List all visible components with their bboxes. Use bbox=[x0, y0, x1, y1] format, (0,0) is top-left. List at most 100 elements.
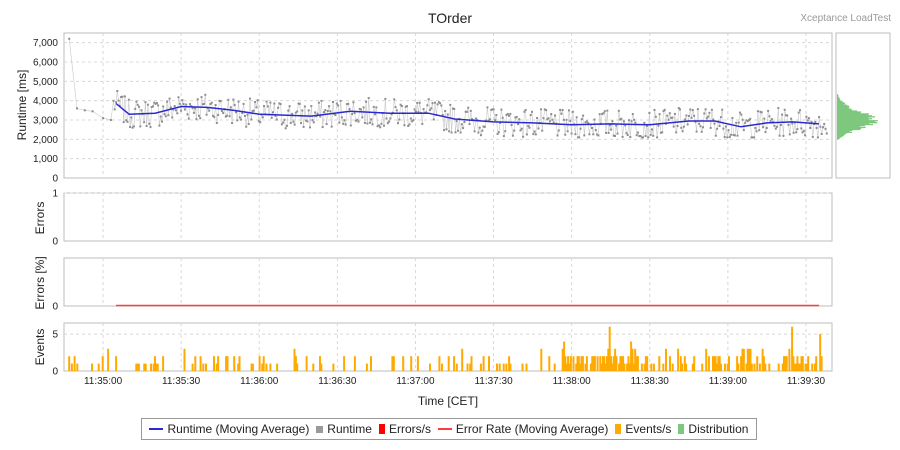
runtime-point bbox=[263, 105, 265, 108]
runtime-point bbox=[414, 110, 417, 113]
runtime-point bbox=[338, 121, 341, 124]
distribution-bar bbox=[837, 96, 840, 99]
runtime-point bbox=[754, 126, 757, 129]
event-bar bbox=[101, 356, 104, 371]
runtime-point bbox=[492, 108, 495, 111]
runtime-point bbox=[774, 127, 777, 130]
runtime-point bbox=[557, 129, 560, 132]
runtime-point bbox=[365, 100, 368, 103]
runtime-point bbox=[363, 121, 366, 124]
runtime-point bbox=[473, 130, 476, 133]
runtime-point bbox=[612, 134, 615, 137]
event-bar bbox=[788, 348, 791, 371]
events-y-tick-label: 0 bbox=[52, 367, 58, 378]
runtime-point bbox=[417, 111, 420, 114]
event-bar bbox=[73, 356, 76, 371]
runtime-point bbox=[218, 99, 221, 102]
runtime-point bbox=[804, 134, 807, 137]
x-tick-label: 11:37:00 bbox=[396, 376, 435, 387]
legend-item-runtime-moving-average[interactable]: Runtime (Moving Average) bbox=[149, 422, 309, 436]
runtime-point bbox=[598, 113, 601, 116]
runtime-point bbox=[372, 105, 375, 108]
runtime-point bbox=[726, 136, 729, 139]
event-bar bbox=[365, 363, 368, 371]
runtime-point bbox=[476, 118, 479, 121]
distribution-bar bbox=[837, 94, 839, 97]
legend-item-errors-per-second[interactable]: Errors/s bbox=[378, 422, 431, 436]
event-bar bbox=[801, 356, 804, 371]
runtime-point bbox=[209, 103, 212, 105]
runtime-point bbox=[486, 106, 489, 109]
runtime-point bbox=[317, 101, 320, 104]
runtime-point bbox=[713, 122, 716, 125]
runtime-point bbox=[131, 126, 134, 129]
legend-item-events-per-second[interactable]: Events/s bbox=[615, 422, 671, 436]
runtime-point bbox=[148, 122, 151, 125]
event-bar bbox=[712, 356, 714, 371]
runtime-point bbox=[525, 133, 528, 136]
event-bar bbox=[746, 348, 749, 371]
event-bar bbox=[796, 356, 799, 371]
event-bar bbox=[312, 363, 315, 371]
event-bar bbox=[607, 348, 610, 371]
event-bar bbox=[750, 363, 753, 371]
runtime-point bbox=[732, 134, 735, 136]
legend-item-error-rate[interactable]: Error Rate (Moving Average) bbox=[437, 422, 608, 436]
event-bar bbox=[745, 363, 748, 371]
runtime-y-tick-label: 4,000 bbox=[33, 96, 58, 107]
runtime-point bbox=[477, 131, 480, 134]
runtime-point bbox=[524, 109, 527, 111]
event-bar bbox=[804, 363, 807, 371]
runtime-point bbox=[257, 120, 260, 123]
runtime-point bbox=[733, 134, 736, 137]
distribution-bar bbox=[837, 95, 839, 98]
runtime-point bbox=[120, 96, 123, 98]
event-bar bbox=[768, 363, 771, 371]
runtime-point bbox=[139, 125, 142, 128]
runtime-point bbox=[464, 110, 467, 113]
runtime-point bbox=[651, 128, 653, 131]
runtime-point bbox=[159, 115, 162, 118]
runtime-y-tick-label: 5,000 bbox=[33, 77, 58, 88]
runtime-point bbox=[689, 108, 692, 111]
runtime-point bbox=[809, 127, 812, 129]
runtime-point bbox=[247, 123, 250, 125]
distribution-bar bbox=[837, 106, 850, 108]
legend-item-distribution[interactable]: Distribution bbox=[678, 422, 748, 436]
runtime-point bbox=[449, 103, 452, 106]
runtime-point bbox=[769, 120, 772, 123]
legend-item-runtime[interactable]: Runtime bbox=[316, 422, 372, 436]
runtime-point bbox=[768, 115, 771, 118]
event-bar bbox=[521, 363, 524, 371]
runtime-point bbox=[332, 101, 334, 103]
runtime-point bbox=[666, 114, 669, 117]
runtime-point bbox=[811, 135, 814, 138]
event-bar bbox=[665, 348, 667, 371]
event-bar bbox=[567, 356, 570, 371]
runtime-point bbox=[436, 103, 439, 106]
event-bar bbox=[353, 356, 356, 371]
runtime-point bbox=[514, 116, 517, 119]
event-bar bbox=[671, 363, 674, 371]
runtime-point bbox=[790, 117, 793, 120]
runtime-point bbox=[795, 131, 798, 134]
event-bar bbox=[718, 356, 721, 371]
runtime-point bbox=[652, 134, 655, 137]
event-bar bbox=[622, 356, 625, 371]
runtime-point bbox=[741, 118, 744, 121]
runtime-point bbox=[802, 129, 805, 132]
runtime-point bbox=[377, 124, 380, 127]
runtime-point bbox=[649, 133, 652, 136]
runtime-point bbox=[630, 120, 633, 123]
event-bar bbox=[540, 348, 543, 371]
runtime-point bbox=[545, 109, 548, 112]
runtime-point bbox=[685, 114, 688, 117]
runtime-point bbox=[667, 118, 670, 121]
runtime-point bbox=[307, 109, 310, 112]
event-bar bbox=[603, 356, 606, 371]
event-bar bbox=[628, 363, 631, 371]
runtime-point bbox=[286, 124, 288, 127]
runtime-point bbox=[155, 102, 158, 104]
runtime-point bbox=[633, 118, 636, 121]
runtime-point bbox=[708, 111, 711, 114]
